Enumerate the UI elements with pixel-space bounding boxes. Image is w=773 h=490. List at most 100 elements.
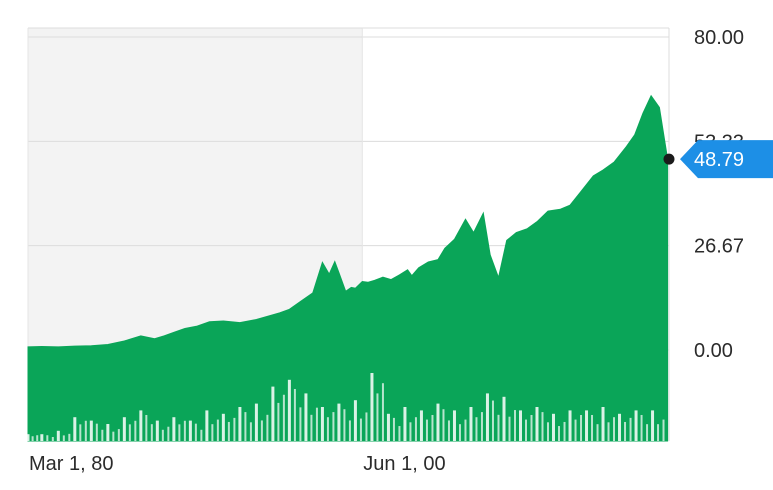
volume-bar: [183, 420, 186, 441]
volume-bar: [167, 426, 170, 441]
volume-bar: [310, 414, 313, 441]
volume-bar: [337, 403, 341, 441]
volume-bar: [596, 424, 599, 441]
x-axis-labels: Mar 1, 80 Jun 1, 00: [29, 453, 446, 475]
volume-bar: [51, 437, 54, 441]
volume-bar: [79, 424, 82, 441]
volume-bar: [205, 410, 209, 441]
volume-bar: [112, 431, 115, 441]
volume-bar: [541, 412, 544, 441]
volume-bar: [260, 420, 263, 441]
volume-bar: [370, 373, 374, 441]
last-price-badge: [680, 140, 773, 179]
volume-bar: [139, 410, 143, 441]
volume-bar: [134, 420, 137, 441]
volume-bar: [200, 429, 203, 441]
volume-bar: [254, 403, 258, 441]
volume-bar: [46, 435, 49, 441]
volume-bar: [293, 388, 296, 441]
volume-bar: [155, 420, 159, 441]
volume-bar: [447, 420, 450, 441]
volume-bar: [101, 429, 104, 441]
volume-bar: [172, 417, 176, 441]
volume-bar: [530, 414, 533, 441]
volume-bar: [431, 414, 434, 441]
volume-bar: [634, 410, 638, 441]
volume-bar: [315, 407, 318, 441]
volume-bar: [353, 400, 357, 441]
volume-bar: [161, 429, 164, 441]
last-price-marker: 48.79: [663, 140, 773, 179]
volume-bar: [491, 400, 494, 441]
volume-bar: [227, 421, 230, 441]
volume-bar: [320, 407, 324, 441]
volume-bar: [31, 436, 34, 441]
area-layer: [27, 94, 669, 442]
volume-bar: [145, 414, 148, 441]
volume-bar: [662, 419, 665, 441]
volume-bar: [122, 417, 126, 441]
volume-bar: [629, 417, 632, 441]
y-tick-label: 80.00: [694, 27, 744, 49]
volume-bar: [398, 426, 401, 441]
volume-bar: [40, 434, 44, 441]
volume-bar: [469, 407, 473, 441]
volume-bar: [485, 393, 489, 441]
y-tick-label: 0.00: [694, 340, 733, 362]
volume-bar: [436, 403, 440, 441]
volume-bar: [73, 417, 77, 441]
volume-bar: [89, 420, 93, 441]
volume-bar: [403, 407, 407, 441]
volume-bar: [56, 430, 60, 441]
volume-bar: [464, 419, 467, 441]
volume-layer: [26, 373, 665, 441]
volume-bar: [518, 410, 522, 441]
volume-bar: [216, 419, 219, 441]
volume-bar: [282, 394, 285, 441]
volume-bar: [68, 433, 71, 441]
volume-bar: [618, 413, 622, 441]
volume-bar: [657, 424, 660, 441]
volume-bar: [365, 412, 368, 441]
volume-bar: [551, 413, 555, 441]
volume-bar: [84, 420, 87, 441]
volume-bar: [117, 429, 120, 441]
volume-bar: [211, 424, 214, 441]
y-tick-label: 26.67: [694, 236, 744, 258]
volume-bar: [502, 396, 506, 441]
volume-bar: [558, 426, 561, 441]
volume-bar: [601, 407, 605, 441]
x-tick-label: Jun 1, 00: [363, 453, 445, 475]
volume-bar: [563, 421, 566, 441]
volume-bar: [36, 435, 39, 441]
volume-bar: [128, 424, 131, 441]
volume-bar: [613, 417, 616, 441]
volume-bar: [271, 386, 275, 441]
volume-bar: [304, 393, 308, 441]
volume-bar: [640, 414, 643, 441]
volume-bar: [381, 383, 384, 441]
volume-bar: [419, 410, 423, 441]
price-area: [27, 94, 669, 442]
volume-bar: [221, 413, 225, 441]
volume-bar: [359, 418, 362, 441]
volume-bar: [409, 422, 412, 441]
volume-bar: [646, 424, 649, 441]
volume-bar: [497, 414, 500, 441]
volume-bar: [249, 422, 252, 441]
volume-bar: [508, 416, 511, 441]
volume-bar: [535, 407, 539, 441]
volume-bar: [62, 435, 65, 441]
volume-bar: [26, 434, 30, 441]
volume-bar: [442, 409, 445, 441]
volume-bar: [386, 413, 390, 441]
volume-bar: [425, 419, 428, 441]
volume-bar: [480, 412, 483, 441]
volume-bar: [244, 412, 247, 441]
volume-bar: [607, 422, 610, 441]
volume-bar: [458, 424, 461, 441]
volume-bar: [233, 417, 236, 441]
volume-bar: [376, 393, 379, 441]
